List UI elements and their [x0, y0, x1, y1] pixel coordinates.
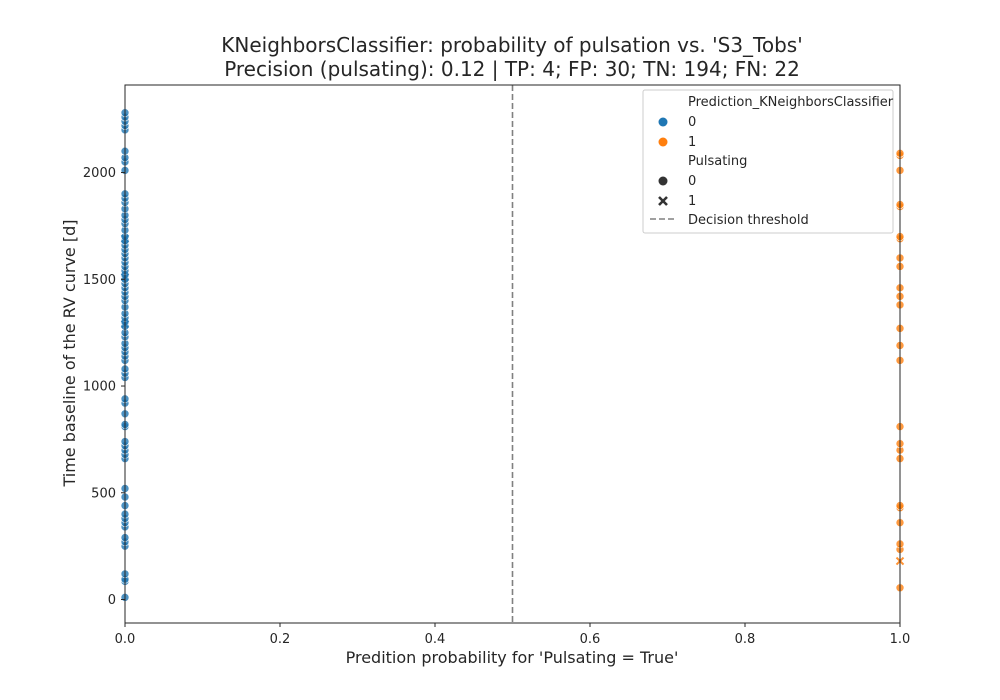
x-axis: 0.0 0.2 0.4 0.6 0.8 1.0: [115, 623, 911, 647]
chart-title: KNeighborsClassifier: probability of pul…: [221, 33, 802, 57]
x-axis-label: Predition probability for 'Pulsating = T…: [346, 648, 679, 667]
legend-hue-0-label: 0: [688, 115, 696, 130]
y-tick-label: 500: [91, 486, 116, 501]
legend-threshold-label: Decision threshold: [688, 213, 809, 228]
legend-style-1-marker: [658, 196, 668, 206]
legend-box: [642, 89, 894, 234]
x-tick-label: 1.0: [890, 632, 911, 647]
chart-subtitle: Precision (pulsating): 0.12 | TP: 4; FP:…: [224, 57, 800, 81]
legend-hue-1-marker: [658, 137, 668, 147]
y-axis-label: Time baseline of the RV curve [d]: [60, 219, 79, 487]
x-tick-label: 0.2: [270, 632, 291, 647]
legend-style-0-marker: [658, 176, 668, 186]
y-tick-label: 1500: [83, 273, 116, 288]
y-tick-label: 0: [108, 593, 116, 608]
x-tick-label: 0.4: [425, 632, 446, 647]
plot-frame: [124, 84, 901, 624]
legend-style-1-label: 1: [688, 194, 696, 209]
legend-hue-0-marker: [658, 117, 668, 127]
x-tick-label: 0.6: [580, 632, 601, 647]
y-axis: 0 500 1000 1500 2000: [83, 166, 125, 608]
legend: Prediction_KNeighborsClassifier 0 1 Puls…: [642, 89, 894, 234]
legend-hue-1-label: 1: [688, 135, 696, 150]
legend-hue-title: Prediction_KNeighborsClassifier: [688, 95, 894, 110]
y-tick-label: 2000: [83, 166, 116, 181]
legend-style-title: Pulsating: [688, 154, 747, 169]
legend-style-0-label: 0: [688, 174, 696, 189]
y-tick-label: 1000: [83, 380, 116, 395]
x-tick-label: 0.8: [735, 632, 756, 647]
x-tick-label: 0.0: [115, 632, 136, 647]
